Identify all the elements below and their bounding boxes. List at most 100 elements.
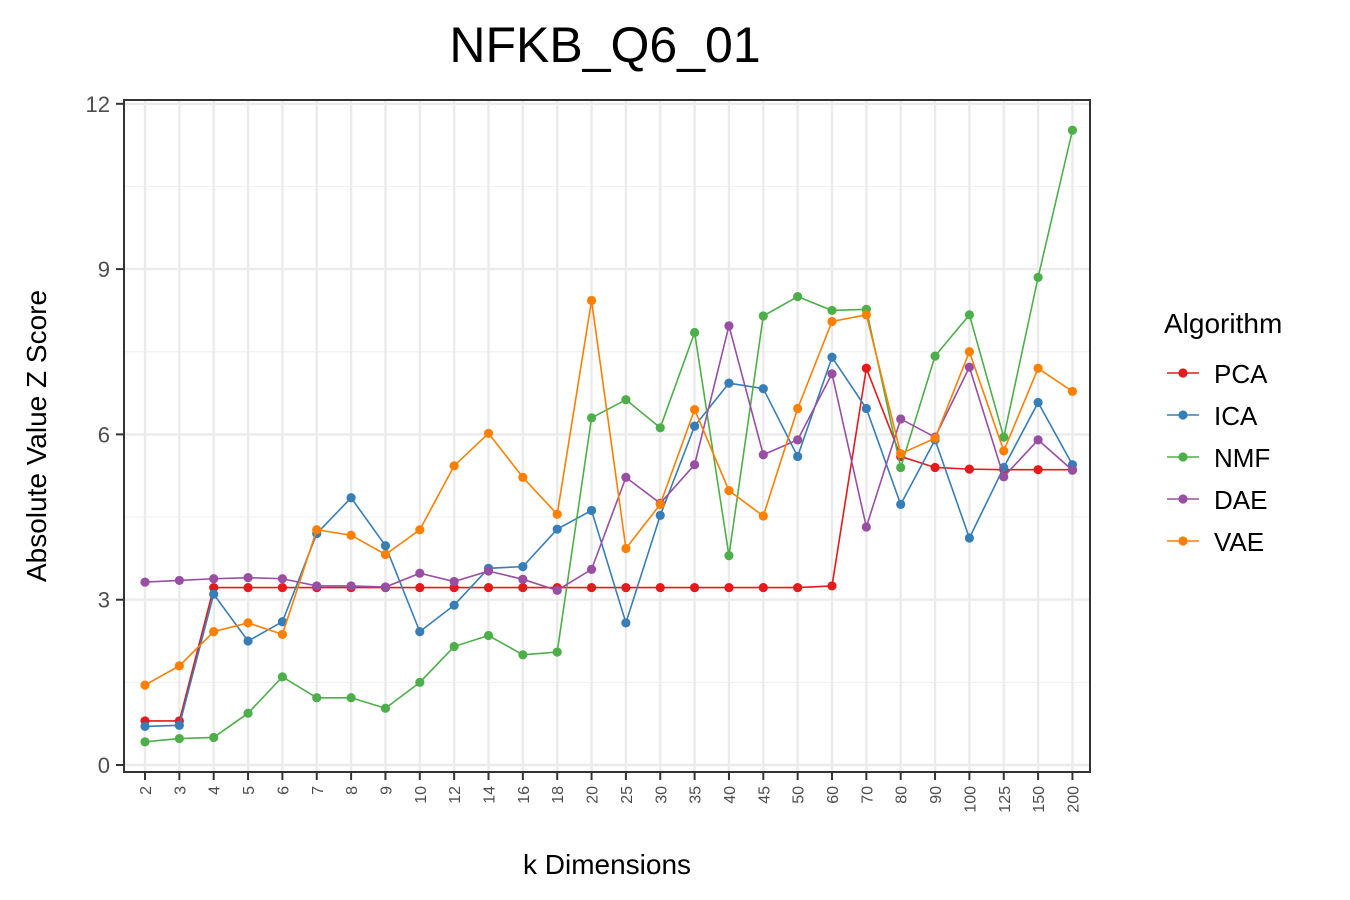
data-point-ica: [415, 627, 425, 637]
data-point-vae: [655, 499, 665, 509]
data-point-vae: [415, 525, 425, 535]
data-point-vae: [140, 680, 150, 690]
y-tick-label: 6: [98, 422, 110, 447]
data-point-pca: [518, 582, 528, 593]
series-line-pca: [145, 365, 1073, 722]
data-point-nmf: [483, 630, 494, 641]
data-point-nmf: [724, 551, 734, 561]
data-point-dae: [140, 577, 150, 587]
data-point-dae: [621, 472, 631, 482]
data-point-vae: [758, 511, 768, 521]
data-point-ica: [243, 636, 253, 646]
data-point-nmf: [999, 432, 1009, 442]
data-point-vae: [861, 310, 871, 320]
data-point-nmf: [896, 462, 906, 473]
data-point-ica: [964, 533, 975, 543]
x-tick-label: 4: [207, 786, 224, 795]
x-tick-label: 25: [619, 786, 636, 804]
data-point-pca: [724, 582, 734, 593]
data-point-dae: [174, 575, 184, 586]
data-point-ica: [174, 720, 184, 730]
series-line-dae: [144, 325, 1073, 592]
data-point-dae: [690, 460, 700, 470]
data-point-nmf: [312, 693, 322, 703]
data-point-nmf: [1033, 272, 1043, 282]
x-tick-label: 18: [550, 786, 567, 804]
data-point-pca: [655, 582, 665, 593]
data-point-dae: [999, 472, 1009, 482]
data-point-pca: [586, 582, 597, 593]
data-point-ica: [655, 510, 665, 520]
legend-title: Algorithm: [1164, 308, 1282, 339]
data-point-pca: [861, 363, 871, 373]
series-line-nmf: [144, 130, 1074, 743]
data-point-pca: [758, 582, 768, 593]
data-point-nmf: [964, 310, 975, 320]
data-point-vae: [174, 661, 184, 671]
data-point-nmf: [415, 677, 425, 687]
data-point-ica: [552, 524, 562, 534]
legend-label-dae: DAE: [1214, 485, 1267, 515]
data-point-dae: [518, 574, 528, 584]
data-point-pca: [930, 462, 940, 473]
data-point-dae: [380, 582, 391, 592]
y-tick-label: 0: [98, 753, 110, 778]
data-point-pca: [209, 582, 219, 593]
data-point-nmf: [243, 708, 253, 718]
data-point-nmf: [518, 650, 528, 660]
data-point-vae: [621, 543, 631, 554]
x-tick-label: 60: [825, 786, 842, 804]
data-point-dae: [449, 576, 459, 587]
data-point-dae: [1067, 465, 1078, 475]
data-point-nmf: [1067, 125, 1078, 135]
data-point-vae: [312, 525, 322, 535]
data-point-dae: [209, 574, 219, 584]
legend: Algorithm PCA ICA NMF DAE VAE: [1164, 308, 1282, 557]
data-point-ica: [896, 499, 906, 509]
data-point-nmf: [209, 732, 219, 743]
x-tick-label: 40: [722, 786, 739, 804]
data-point-dae: [793, 435, 803, 445]
data-point-vae: [793, 403, 803, 414]
data-point-pca: [1033, 465, 1043, 475]
y-tick-label: 12: [86, 92, 110, 117]
data-point-vae: [277, 629, 287, 640]
y-axis-label: Absolute Value Z Score: [21, 290, 52, 582]
data-point-ica: [1033, 397, 1043, 408]
data-point-ica: [518, 562, 528, 572]
data-point-dae: [483, 566, 494, 576]
data-point-ica: [380, 541, 391, 551]
data-point-nmf: [655, 423, 665, 433]
data-point-pca: [827, 581, 837, 591]
data-point-vae: [449, 461, 459, 471]
data-point-vae: [552, 509, 562, 519]
series-line-ica: [144, 355, 1074, 728]
data-point-vae: [380, 549, 391, 560]
data-point-nmf: [346, 693, 356, 703]
x-tick-label: 3: [172, 786, 189, 795]
data-point-nmf: [552, 647, 562, 657]
data-point-vae: [586, 295, 597, 306]
data-point-pca: [277, 582, 287, 593]
legend-label-nmf: NMF: [1214, 443, 1270, 473]
x-tick-label: 100: [962, 786, 979, 813]
x-tick-label: 8: [344, 786, 361, 795]
data-point-dae: [586, 564, 597, 574]
data-point-vae: [896, 449, 906, 459]
data-point-dae: [415, 568, 425, 578]
data-point-ica: [758, 384, 768, 394]
data-point-dae: [896, 414, 906, 424]
x-tick-label: 90: [928, 786, 945, 804]
x-tick-label: 14: [482, 786, 499, 804]
data-point-dae: [1033, 435, 1043, 445]
data-point-nmf: [380, 703, 391, 713]
data-point-pca: [964, 464, 975, 474]
x-tick-label: 16: [516, 786, 533, 804]
chart-title: NFKB_Q6_01: [449, 17, 760, 73]
legend-key-point-nmf: [1178, 452, 1188, 462]
data-point-dae: [964, 362, 975, 372]
x-tick-label: 35: [688, 786, 705, 804]
data-point-dae: [277, 574, 287, 584]
